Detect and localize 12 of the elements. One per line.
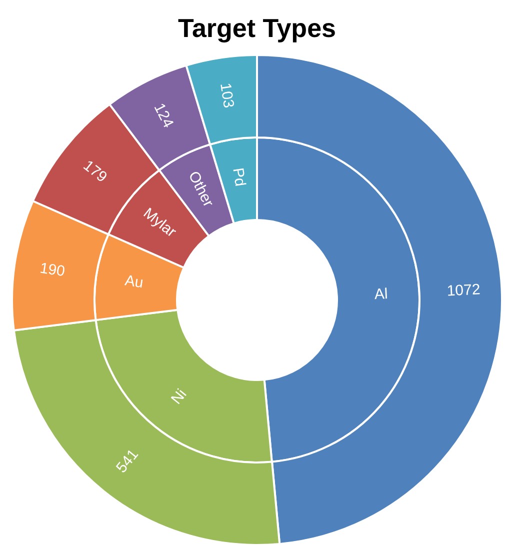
slice-label: Other xyxy=(184,168,217,210)
slice-label: Pd xyxy=(229,166,249,188)
data-label: 179 xyxy=(80,157,110,186)
data-label: 541 xyxy=(113,446,142,476)
slice-label: Ni xyxy=(168,386,190,408)
data-label: 1072 xyxy=(446,281,481,300)
slice-label: Au xyxy=(124,272,144,292)
chart-title: Target Types xyxy=(178,13,336,43)
slice-label: Al xyxy=(374,286,388,304)
data-label: 124 xyxy=(150,100,177,131)
data-label: 103 xyxy=(216,82,238,110)
data-label: 190 xyxy=(38,260,66,280)
